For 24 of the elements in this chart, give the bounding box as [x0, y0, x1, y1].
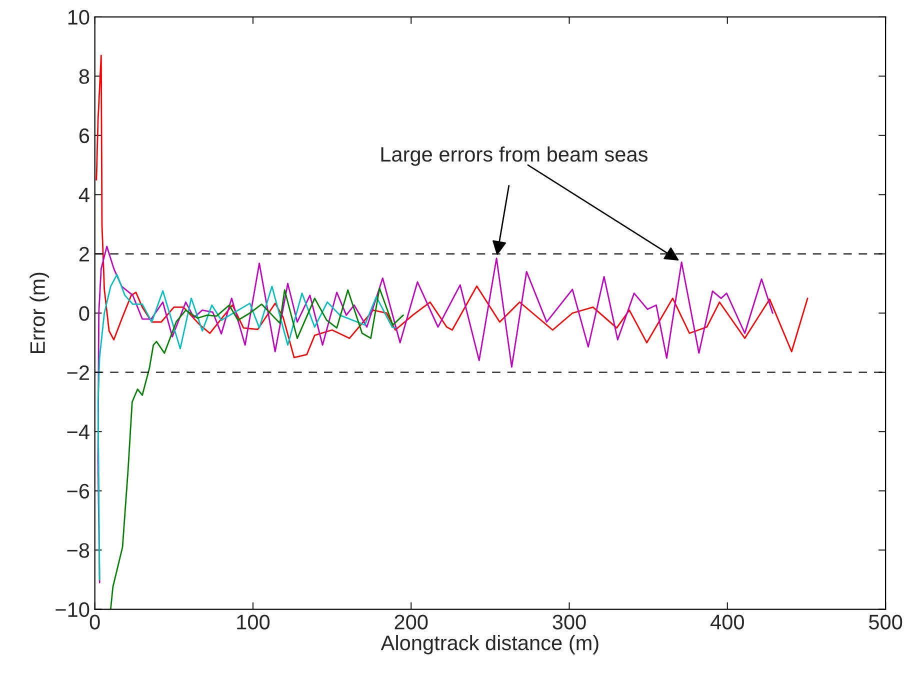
x-tick-label: 0 — [90, 614, 100, 630]
y-tick-label: −10 — [56, 602, 90, 618]
line-series — [97, 274, 396, 580]
annotation: Large errors from beam seas — [381, 146, 648, 166]
y-tick-label: 2 — [79, 246, 89, 262]
y-tick-label: 0 — [79, 306, 90, 321]
y-tick-label: −6 — [67, 484, 90, 499]
y-tick-label: 8 — [79, 69, 90, 84]
y-tick-label: 10 — [68, 10, 90, 25]
line-series — [97, 246, 774, 584]
x-tick-label: 400 — [710, 614, 744, 630]
x-tick-label: 500 — [869, 614, 902, 630]
y-tick-label: 4 — [78, 188, 90, 202]
y-axis-title: Error (m) — [30, 272, 50, 354]
y-tick-label: 6 — [79, 128, 90, 144]
x-tick-label: 100 — [237, 614, 270, 630]
line-series — [96, 54, 808, 358]
line-series — [110, 288, 404, 610]
y-tick-label: −8 — [67, 543, 90, 558]
y-tick-label: −2 — [67, 365, 89, 380]
y-tick-label: −4 — [67, 424, 90, 440]
x-tick-label: 300 — [552, 614, 586, 630]
x-tick-label: 200 — [394, 614, 428, 630]
x-axis-title: Alongtrack distance (m) — [380, 634, 598, 654]
